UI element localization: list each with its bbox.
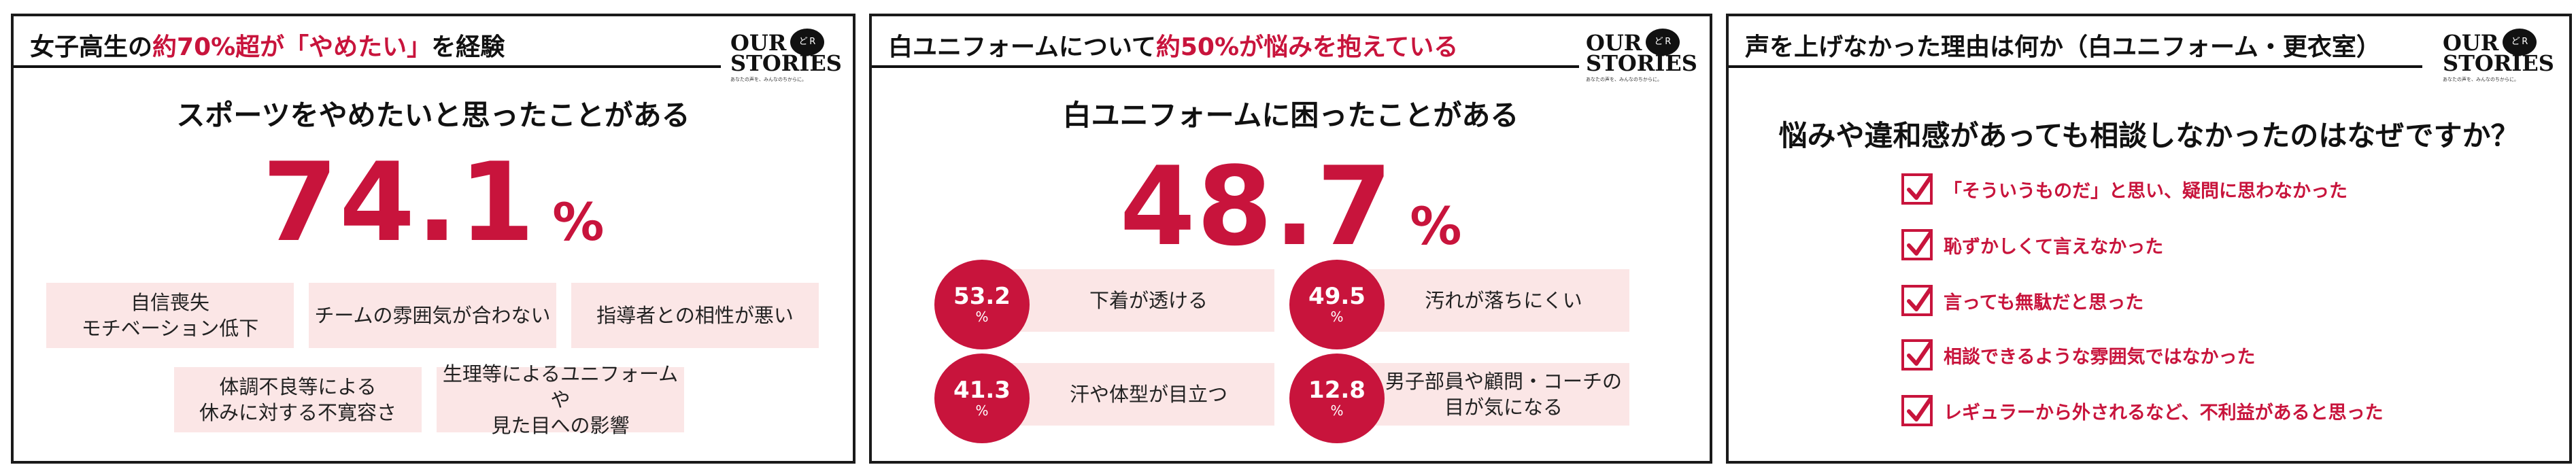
big-value: 48.7 [1119, 143, 1394, 270]
logo-word-our: OUR [2443, 30, 2499, 56]
logo-word-stories: STORIES [2443, 50, 2554, 76]
reason-item: 相談できるような雰囲気ではなかった [1901, 334, 2255, 375]
big-percentage: 74.1% [14, 139, 853, 266]
reason-box: 自信喪失 モチベーション低下 [46, 283, 294, 348]
our-stories-logo: OUR STORIES ど R あなたの声を、みんなのちからに。 [730, 29, 842, 101]
stat-unit: % [975, 402, 989, 419]
reason-item: 「そういうものだ」と思い、疑問に思わなかった [1901, 169, 2348, 209]
stat-unit: % [1330, 402, 1344, 419]
reason-box: 生理等によるユニフォームや 見た目への影響 [437, 362, 684, 437]
stat-unit: % [975, 309, 989, 325]
speech-bubble-icon: ど R [2503, 29, 2537, 56]
survey-question: 悩みや違和感があっても相談しなかったのはなぜですか？ [1778, 119, 2520, 152]
reason-box: チームの雰囲気が合わない [309, 283, 556, 348]
logo-word-stories: STORIES [730, 50, 842, 76]
our-stories-logo: OUR STORIES ど R あなたの声を、みんなのちからに。 [2443, 29, 2554, 101]
reason-item: 恥ずかしくて言えなかった [1901, 224, 2163, 265]
title-text-end: を経験 [431, 33, 505, 61]
logo-tagline: あなたの声を、みんなのちからに。 [1586, 77, 1662, 82]
checkbox-checked-icon [1901, 339, 1933, 371]
stat-value: 41.3 [953, 377, 1011, 404]
stat-value: 12.8 [1308, 377, 1366, 404]
slide-3-title: 声を上げなかった理由は何か（白ユニフォーム・更衣室） [1745, 33, 2381, 61]
checkbox-checked-icon [1901, 395, 1933, 426]
logo-tagline: あなたの声を、みんなのちからに。 [2443, 77, 2519, 82]
stat-item: 男子部員や顧問・コーチの 目が気になる 12.8% [1289, 354, 1629, 443]
logo-tagline: あなたの声を、みんなのちからに。 [730, 77, 807, 82]
slide-1: 女子高生の約70%超が「やめたい」を経験 OUR STORIES ど R あなた… [11, 14, 855, 464]
reason-text: 恥ずかしくて言えなかった [1944, 236, 2164, 258]
reason-box: 体調不良等による 休みに対する不寛容さ [174, 367, 422, 432]
stat-unit: % [1330, 309, 1344, 325]
title-underline [14, 65, 721, 68]
big-unit: % [552, 192, 605, 252]
reason-text: 「そういうものだ」と思い、疑問に思わなかった [1944, 180, 2348, 202]
reason-item: レギュラーから外されるなど、不利益があると思った [1901, 390, 2384, 431]
stat-value: 49.5 [1308, 283, 1366, 310]
stat-item: 汚れが落ちにくい 49.5% [1289, 260, 1629, 349]
title-text: 白ユニフォームについて [888, 33, 1156, 61]
survey-question: スポーツをやめたいと思ったことがある [176, 99, 690, 132]
title-underline [1729, 65, 2422, 68]
stat-circle: 12.8% [1289, 354, 1385, 443]
title-underline [872, 65, 1579, 68]
reason-text: レギュラーから外されるなど、不利益があると思った [1944, 402, 2384, 424]
stat-circle: 53.2% [934, 260, 1030, 349]
reason-text: 相談できるような雰囲気ではなかった [1944, 346, 2256, 368]
stat-item: 下着が透ける 53.2% [934, 260, 1274, 349]
our-stories-logo: OUR STORIES ど R あなたの声を、みんなのちからに。 [1586, 29, 1697, 101]
reason-text: 言っても無駄だと思った [1944, 292, 2144, 313]
speech-bubble-icon: ど R [790, 29, 824, 56]
slide-1-title: 女子高生の約70%超が「やめたい」を経験 [30, 27, 505, 63]
survey-question: 白ユニフォームに困ったことがある [1062, 99, 1519, 132]
stat-circle: 41.3% [934, 354, 1030, 443]
reason-item: 言っても無駄だと思った [1901, 280, 2143, 321]
stat-circle: 49.5% [1289, 260, 1385, 349]
checkbox-checked-icon [1901, 173, 1933, 205]
big-percentage: 48.7% [872, 143, 1710, 270]
stat-value: 53.2 [953, 283, 1011, 310]
big-unit: % [1410, 196, 1462, 256]
checkbox-checked-icon [1901, 229, 1933, 260]
reason-box: 指導者との相性が悪い [571, 283, 819, 348]
slide-3: 声を上げなかった理由は何か（白ユニフォーム・更衣室） OUR STORIES ど… [1726, 14, 2572, 464]
title-text: 女子高生の [30, 33, 153, 61]
checkbox-checked-icon [1901, 285, 1933, 316]
logo-word-our: OUR [1586, 30, 1642, 56]
stat-item: 汗や体型が目立つ 41.3% [934, 354, 1274, 443]
logo-word-our: OUR [730, 30, 787, 56]
slide-2: 白ユニフォームについて約50%が悩みを抱えている OUR STORIES ど R… [869, 14, 1712, 464]
big-value: 74.1 [262, 139, 537, 266]
title-emphasis: 約70%超が「やめたい」 [152, 33, 432, 61]
speech-bubble-icon: ど R [1646, 29, 1680, 56]
logo-word-stories: STORIES [1586, 50, 1697, 76]
title-emphasis: 約50%が悩みを抱えている [1155, 33, 1459, 61]
slide-2-title: 白ユニフォームについて約50%が悩みを抱えている [888, 27, 1458, 63]
